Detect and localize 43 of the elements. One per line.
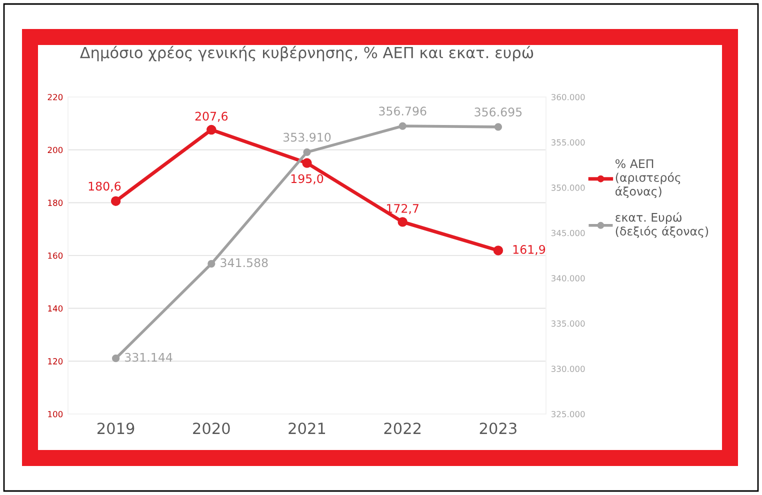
data-label: 353.910 xyxy=(283,132,331,142)
y-tick-label: 180 xyxy=(48,200,63,206)
point xyxy=(302,158,312,168)
y2-tick-label: 360.000 xyxy=(551,94,585,100)
y-tick-label: 120 xyxy=(48,358,63,364)
chart-title: Δημόσιο χρέος γενικής κυβέρνησης, % ΑΕΠ και εκατ. ευρώ xyxy=(80,46,534,62)
y-tick-label: 160 xyxy=(48,252,63,259)
x-tick-label: 2022 xyxy=(384,422,421,434)
x-tick-label: 2019 xyxy=(97,422,134,434)
y-tick-label: 220 xyxy=(48,94,63,100)
point xyxy=(494,123,502,131)
legend-label: % ΑΕΠ (αριστερός άξονας) xyxy=(616,159,680,198)
data-label: 356.796 xyxy=(379,106,426,116)
x-tick-label: 2021 xyxy=(288,422,326,434)
point xyxy=(398,122,406,130)
x-tick-label: 2023 xyxy=(480,422,516,434)
point xyxy=(110,196,121,206)
point xyxy=(303,148,311,156)
y-tick-label: 140 xyxy=(48,305,63,312)
x-tick-label: 2020 xyxy=(193,422,230,434)
point xyxy=(398,217,408,227)
y2-tick-label: 350.000 xyxy=(551,184,585,191)
y2-tick-label: 345.000 xyxy=(551,230,585,236)
point xyxy=(112,354,120,362)
data-label: 172,7 xyxy=(387,204,418,214)
point xyxy=(206,124,216,135)
data-label: 331.144 xyxy=(125,352,172,362)
y2-tick-label: 355.000 xyxy=(551,139,585,146)
y-tick-label: 200 xyxy=(48,146,63,154)
legend-label: εκατ. Ευρώ (δεξιός άξονας) xyxy=(616,212,708,238)
y2-tick-label: 335.000 xyxy=(551,320,585,327)
y2-tick-label: 330.000 xyxy=(551,366,585,372)
point xyxy=(493,246,504,256)
data-label: 180,6 xyxy=(88,182,121,192)
y2-tick-label: 340.000 xyxy=(551,275,585,282)
data-label: 207,6 xyxy=(195,112,228,122)
data-label: 356.695 xyxy=(474,108,522,116)
point xyxy=(208,260,216,268)
y2-tick-label: 325.000 xyxy=(551,410,585,418)
data-label: 195,0 xyxy=(291,174,324,184)
y-tick-label: 100 xyxy=(48,410,63,418)
data-label: 161,9 xyxy=(513,244,546,256)
data-label: 341.588 xyxy=(220,258,268,268)
